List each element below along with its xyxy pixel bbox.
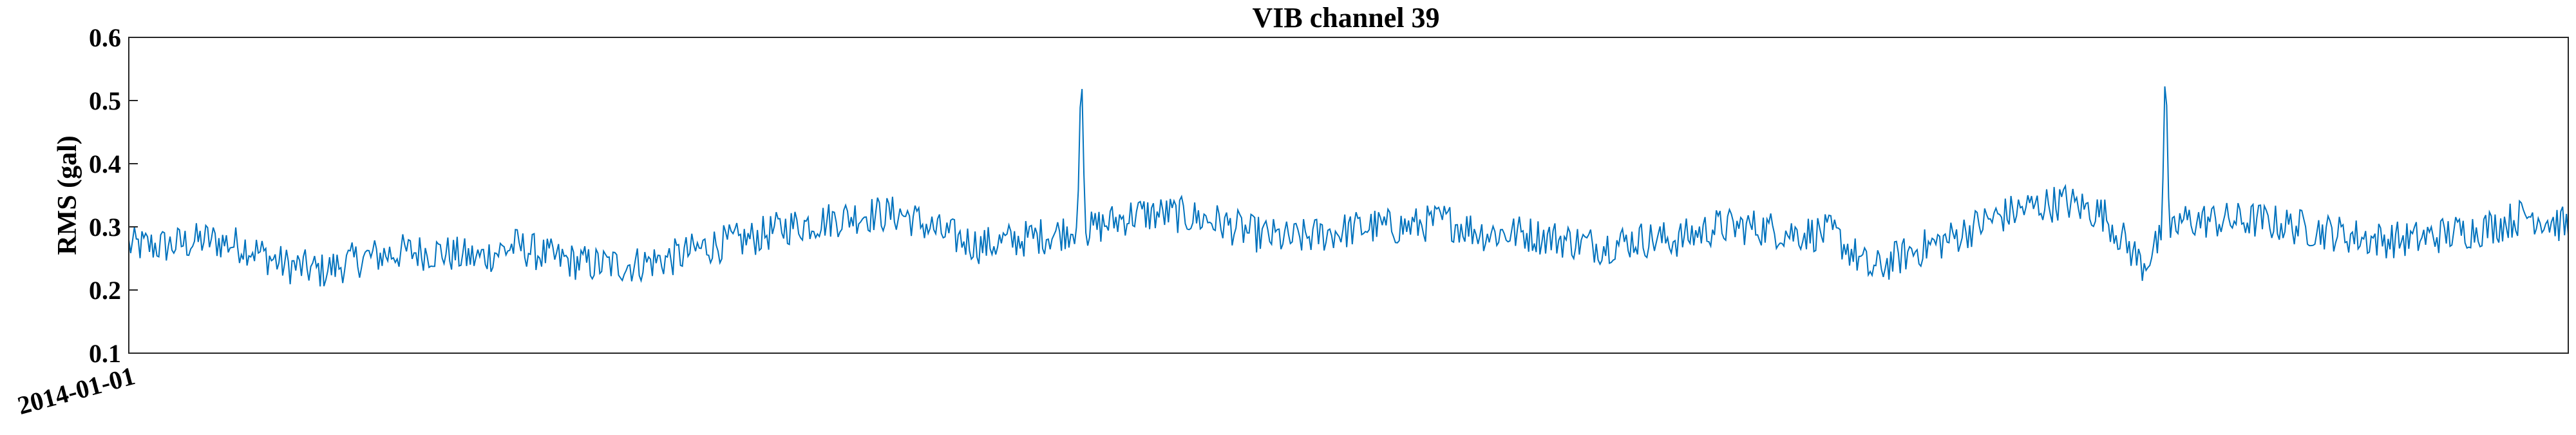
y-tick-label: 0.6: [89, 23, 121, 52]
rms-series-line: [128, 86, 2569, 287]
chart-title: VIB channel 39: [1253, 2, 1440, 34]
y-tick-label: 0.2: [89, 276, 121, 305]
x-ticks: 2014-01-01: [14, 361, 138, 420]
y-ticks: 0.1 0.2 0.3 0.4 0.5 0.6: [89, 23, 138, 368]
y-tick-label: 0.4: [89, 150, 121, 179]
x-tick-label: 2014-01-01: [14, 361, 138, 420]
y-tick-label: 0.5: [89, 86, 121, 115]
y-tick-label: 0.3: [89, 213, 121, 242]
y-axis-label: RMS (gal): [53, 135, 82, 255]
plot-frame: [128, 37, 2569, 354]
series-layer: [128, 86, 2569, 287]
y-tick-label: 0.1: [89, 339, 121, 368]
